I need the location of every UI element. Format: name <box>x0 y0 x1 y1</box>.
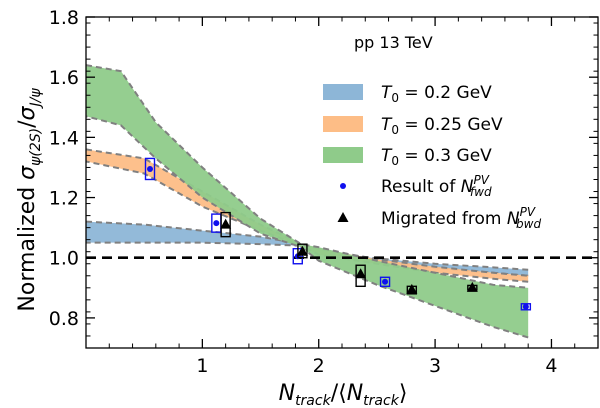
legend-marker-3 <box>340 183 346 189</box>
data-point-s1-1 <box>296 245 308 256</box>
band-upper-edge-0 <box>86 220 529 271</box>
band-fill-2 <box>86 65 529 338</box>
legend-label-0: T0 = 0.2 GeV <box>381 83 492 105</box>
y-tick-label-3: 1.4 <box>49 127 79 149</box>
data-point-s1-4 <box>466 281 478 292</box>
x-tick-label-3: 4 <box>545 355 557 377</box>
ticks-layer: 1 2 3 4 0.8 1.0 1.2 1.4 1.6 1.8 <box>49 7 598 377</box>
chart-annotation: pp 13 TeV <box>354 33 433 52</box>
bands-layer <box>86 64 529 339</box>
syst-box-s1-2 <box>355 264 366 288</box>
legend-label-1: T0 = 0.25 GeV <box>381 115 503 137</box>
x-tick-label-1: 2 <box>313 355 325 377</box>
syst-box-s0-0 <box>144 157 156 181</box>
y-tick-label-4: 1.6 <box>49 67 79 89</box>
band-lower-edge-2 <box>86 115 529 339</box>
legend-label-4: Migrated from NPV bwd <box>381 205 541 231</box>
data-point-s1-0 <box>220 218 232 229</box>
data-point-s0-3 <box>382 278 389 285</box>
legend-label-3: Result of NPV fwd <box>381 173 492 199</box>
data-point-s1-2 <box>355 268 367 279</box>
y-tick-label-0: 0.8 <box>49 308 79 330</box>
y-tick-label-2: 1.2 <box>49 188 79 210</box>
data-point-s0-0 <box>147 165 153 172</box>
syst-box-s1-1 <box>297 243 308 259</box>
legend-swatch-0 <box>323 84 363 100</box>
legend-marker-4 <box>337 212 349 222</box>
data-points-layer <box>144 157 532 311</box>
x-axis-label: Ntrack/⟨Ntrack⟩ <box>279 381 408 408</box>
syst-box-s0-4 <box>520 303 532 311</box>
legend-label-2: T0 = 0.3 GeV <box>381 146 492 168</box>
y-tick-label-5: 1.8 <box>49 7 79 29</box>
data-point-s1-3 <box>406 283 418 294</box>
y-axis-label: Normalized σψ(2S)/σJ/ψ <box>15 88 44 312</box>
band-upper-edge-2 <box>86 64 529 289</box>
data-point-s0-4 <box>522 303 529 310</box>
data-point-s0-1 <box>213 220 220 227</box>
band-upper-edge-1 <box>86 148 529 277</box>
legend-swatch-1 <box>323 116 363 132</box>
legend-swatch-2 <box>323 147 363 163</box>
x-tick-label-2: 3 <box>429 355 441 377</box>
band-fill-1 <box>86 149 529 282</box>
y-tick-label-1: 1.0 <box>49 248 79 270</box>
x-tick-label-0: 1 <box>196 355 208 377</box>
syst-box-s0-3 <box>379 276 391 288</box>
legend: T0 = 0.2 GeV T0 = 0.25 GeV T0 = 0.3 GeV Res… <box>323 83 541 231</box>
syst-box-s1-0 <box>220 211 231 238</box>
